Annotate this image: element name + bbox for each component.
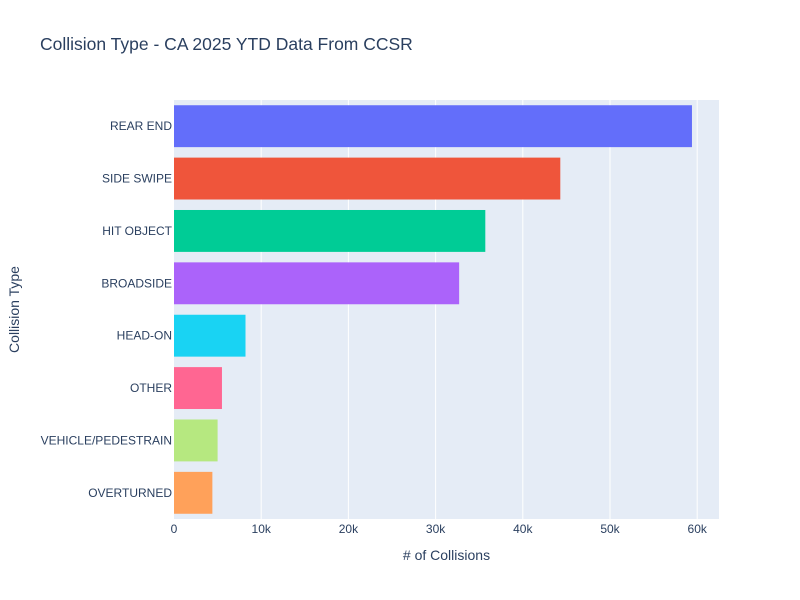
bar xyxy=(174,262,460,305)
x-tick-labels: 0 10k 20k 30k 40k 50k 60k xyxy=(171,522,708,536)
bar xyxy=(174,471,213,514)
y-tick-labels: REAR END SIDE SWIPE HIT OBJECT BROADSIDE HEA… xyxy=(41,119,173,500)
bar xyxy=(174,157,561,200)
x-tick-label: 20k xyxy=(339,522,359,536)
y-tick-label: BROADSIDE xyxy=(101,276,172,290)
x-tick-label: 50k xyxy=(600,522,620,536)
chart-title: Collision Type - CA 2025 YTD Data From C… xyxy=(40,34,413,54)
x-tick-label: 30k xyxy=(426,522,446,536)
y-tick-label: HIT OBJECT xyxy=(102,224,172,238)
y-tick-label: OTHER xyxy=(130,381,172,395)
bar xyxy=(174,367,222,410)
y-axis-title: Collision Type xyxy=(6,266,22,353)
x-tick-label: 40k xyxy=(513,522,533,536)
x-tick-label: 0 xyxy=(171,522,178,536)
bar xyxy=(174,105,692,148)
y-tick-label: REAR END xyxy=(110,119,172,133)
bar xyxy=(174,314,246,357)
x-tick-label: 10k xyxy=(252,522,272,536)
bars xyxy=(174,105,692,514)
x-tick-label: 60k xyxy=(688,522,708,536)
y-tick-label: OVERTURNED xyxy=(88,486,172,500)
y-tick-label: VEHICLE/PEDESTRAIN xyxy=(41,433,172,447)
y-tick-label: SIDE SWIPE xyxy=(102,172,172,186)
bar xyxy=(174,209,486,252)
x-axis-title: # of Collisions xyxy=(403,547,490,563)
y-tick-label: HEAD-ON xyxy=(117,329,172,343)
bar xyxy=(174,419,218,462)
